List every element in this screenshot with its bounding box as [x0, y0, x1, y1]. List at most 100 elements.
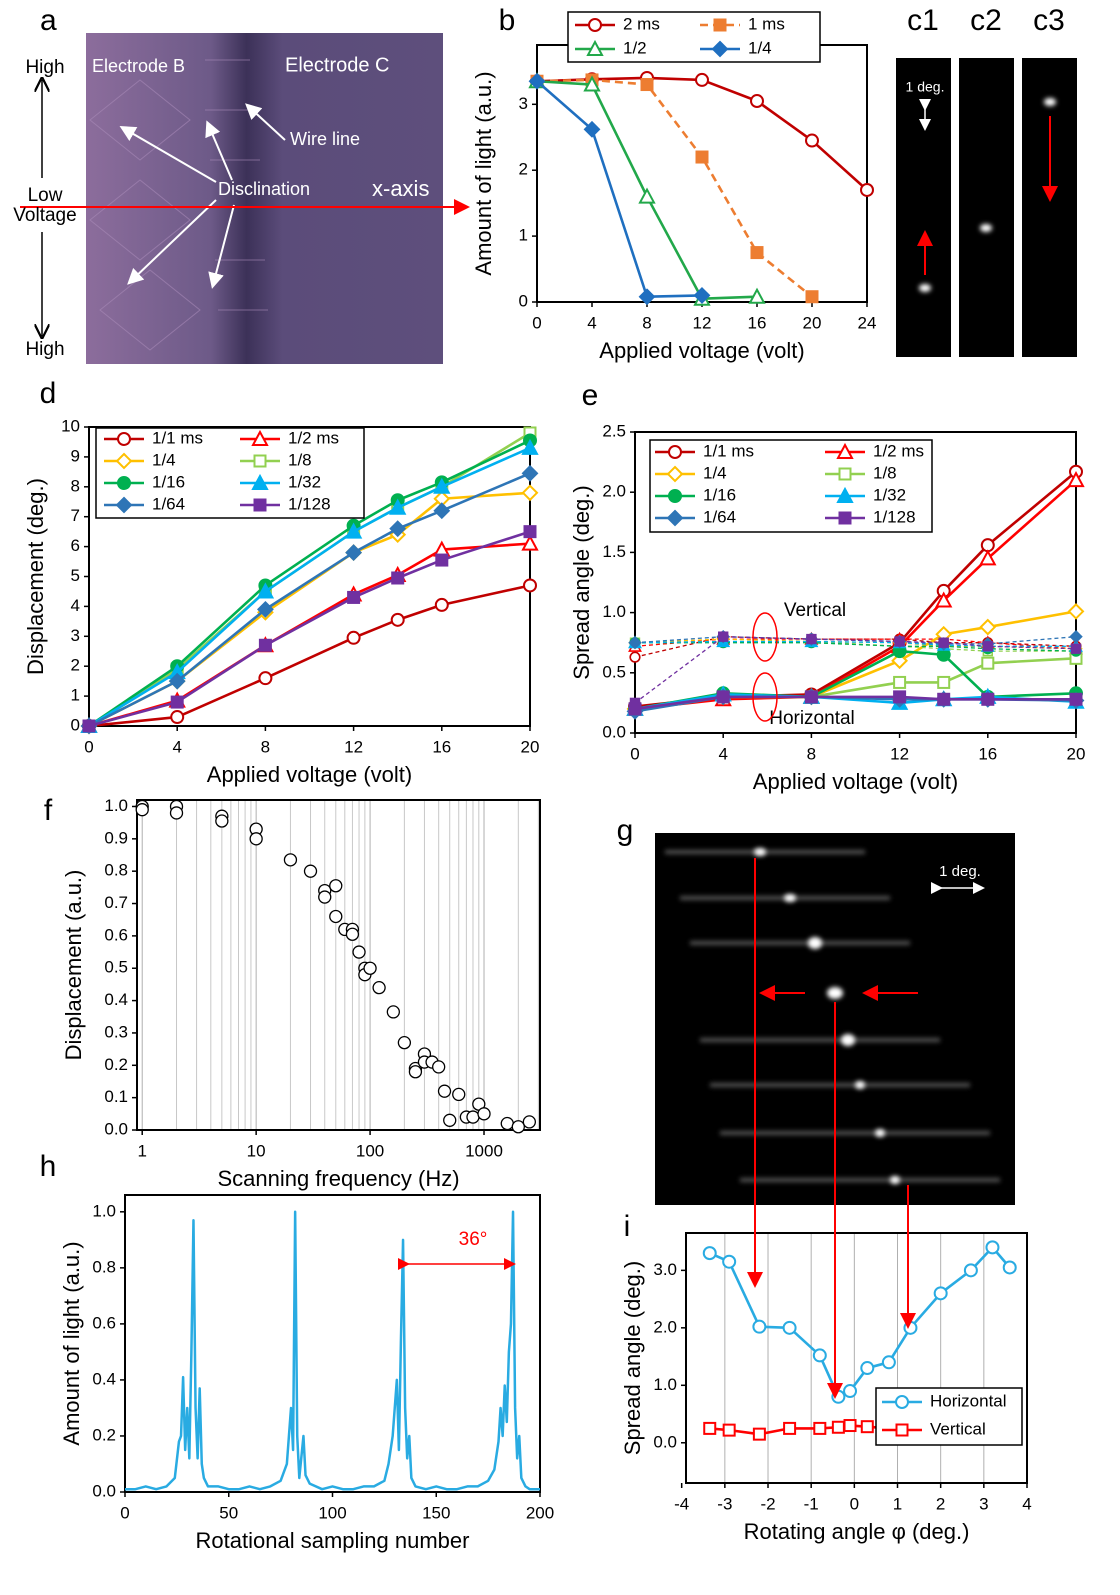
- point: [1002, 1260, 1017, 1275]
- y-tick-label: 0.2: [92, 1425, 116, 1444]
- panel-label: b: [499, 4, 516, 37]
- point: [1070, 643, 1082, 654]
- point: [258, 671, 273, 686]
- photo-arrows: [119, 103, 286, 289]
- series-line: [536, 76, 868, 191]
- panel-label: f: [44, 794, 53, 827]
- legend-marker: [836, 442, 854, 459]
- point: [752, 1319, 767, 1334]
- y-tick-label: 1.0: [92, 1201, 116, 1220]
- y-tick-label: 2.0: [602, 482, 626, 501]
- x-tick-label: 1: [137, 1141, 146, 1160]
- legend-marker: [668, 445, 682, 459]
- y-tick-label: 1.0: [602, 602, 626, 621]
- y-tick-label: 0.0: [602, 722, 626, 741]
- panel-label: i: [624, 1210, 631, 1243]
- legend-marker: [666, 509, 684, 527]
- x-tick-label: 4: [718, 744, 727, 763]
- spot: [980, 224, 992, 232]
- series-line: [88, 584, 531, 728]
- panel-label: h: [40, 1150, 57, 1183]
- point: [170, 695, 184, 709]
- point: [408, 1065, 423, 1079]
- point: [894, 636, 905, 647]
- point: [345, 544, 363, 561]
- point: [718, 631, 729, 642]
- x-tick-label: 16: [978, 744, 997, 763]
- y-axis-title: Displacement (a.u.): [61, 870, 86, 1061]
- point: [82, 719, 96, 733]
- point: [352, 945, 366, 959]
- point: [1069, 629, 1083, 644]
- x-tick-label: 16: [432, 737, 451, 756]
- legend-label: 1/128: [288, 494, 331, 513]
- point: [389, 520, 407, 538]
- y-tick-label: 2.5: [602, 421, 626, 440]
- annotation: 36°: [459, 1229, 488, 1250]
- legend-label: 1/16: [703, 485, 736, 504]
- point: [1067, 602, 1085, 620]
- point: [937, 675, 951, 689]
- panel-label: d: [40, 377, 57, 410]
- photo: [896, 58, 951, 357]
- x-tick-label: 3: [979, 1494, 988, 1513]
- point: [722, 1423, 736, 1437]
- point: [511, 1120, 525, 1134]
- point: [386, 1005, 400, 1019]
- point: [329, 879, 343, 893]
- point: [523, 578, 537, 593]
- point: [981, 656, 995, 670]
- legend-label: 1/4: [748, 38, 772, 57]
- point: [843, 1384, 858, 1399]
- legend-marker: [666, 465, 684, 483]
- y-tick-label: 0.2: [104, 1055, 128, 1074]
- panel-label: c1: [907, 4, 939, 37]
- point: [347, 590, 361, 604]
- x-tick-label: 12: [693, 313, 712, 332]
- point: [344, 522, 363, 539]
- scale-label: 1 deg.: [906, 79, 945, 95]
- legend-marker: [895, 1395, 909, 1409]
- x-tick-label: 0: [120, 1503, 129, 1522]
- photo-g: g 1 deg.: [617, 814, 1015, 1399]
- photo-text: Electrode B: [92, 56, 185, 76]
- point: [346, 630, 361, 645]
- point: [629, 651, 641, 663]
- x-tick-label: 20: [1067, 744, 1086, 763]
- y-tick-label: 6: [71, 536, 80, 555]
- x-tick-label: 4: [172, 737, 181, 756]
- point: [693, 286, 711, 304]
- x-axis-title: Applied voltage (volt): [207, 762, 412, 787]
- y-tick-label: 1: [519, 226, 528, 245]
- x-axis-title: Scanning frequency (Hz): [217, 1166, 459, 1191]
- point: [860, 182, 874, 197]
- x-tick-label: 50: [219, 1503, 238, 1522]
- y-tick-label: 7: [71, 506, 80, 525]
- y-tick-label: 8: [71, 476, 80, 495]
- point: [963, 1263, 978, 1278]
- point: [783, 1421, 797, 1435]
- point: [937, 692, 951, 706]
- point: [215, 814, 229, 828]
- point: [935, 591, 953, 608]
- x-tick-label: 1000: [465, 1141, 503, 1160]
- legend-marker: [836, 486, 854, 503]
- point: [628, 635, 642, 650]
- point: [523, 525, 537, 539]
- x-tick-label: 0: [850, 1494, 859, 1513]
- x-tick-label: -1: [804, 1494, 819, 1513]
- x-tick-label: 20: [803, 313, 822, 332]
- point: [397, 1035, 412, 1050]
- legend-label: 1/2 ms: [873, 441, 924, 460]
- point: [638, 288, 656, 306]
- point: [363, 961, 377, 975]
- point: [329, 909, 343, 924]
- series-line: [536, 80, 703, 299]
- x-tick-label: 8: [642, 313, 651, 332]
- point: [434, 597, 449, 612]
- point: [521, 438, 539, 455]
- point: [435, 553, 449, 567]
- point: [638, 187, 656, 204]
- x-tick-label: 16: [748, 313, 767, 332]
